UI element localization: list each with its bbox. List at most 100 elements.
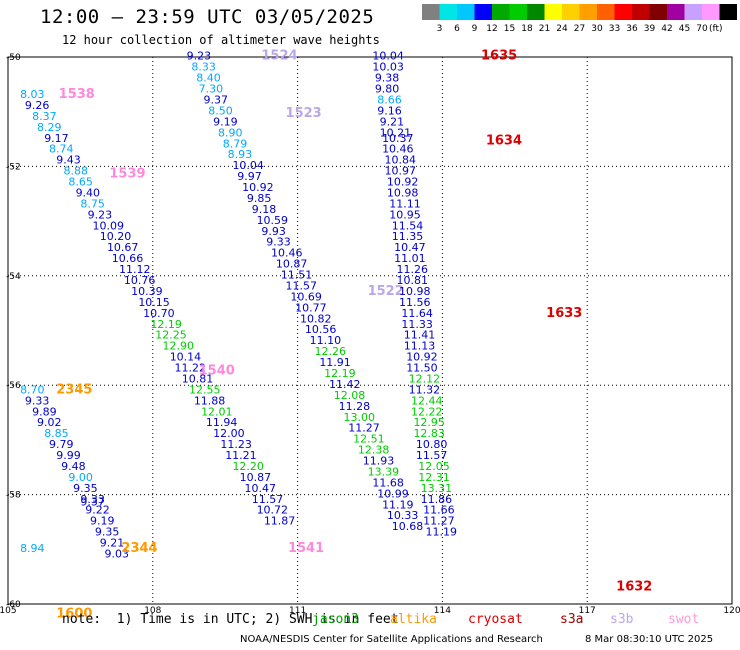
swh-point: 8.93 (228, 148, 253, 161)
y-tick-label: -54 (6, 272, 21, 282)
swh-point: 12.51 (353, 433, 385, 446)
swh-point: 10.67 (107, 241, 138, 254)
track-time-label: 1600 (56, 607, 92, 622)
colorbar-tick: 70 (696, 24, 708, 34)
colorbar-swatch (422, 4, 440, 20)
swh-point: 8.66 (377, 93, 402, 106)
swh-point: 11.19 (382, 498, 414, 511)
swh-point: 11.27 (348, 422, 380, 435)
swh-point: 10.97 (384, 165, 416, 178)
swh-point: 11.13 (404, 340, 436, 353)
swh-point: 12.44 (411, 394, 443, 407)
swh-point: 8.37 (32, 110, 57, 123)
colorbar-swatch (492, 4, 510, 20)
swh-point: 9.33 (80, 493, 105, 506)
x-tick-label: 108 (144, 606, 161, 616)
colorbar-swatch (509, 4, 527, 20)
swh-point: 9.93 (261, 225, 286, 238)
track-time-label: 1635 (481, 49, 517, 64)
swh-point: 10.70 (143, 307, 175, 320)
colorbar-tick: 15 (504, 24, 515, 34)
legend-note: note: 1) Time is in UTC; 2) SWH is in fe… (62, 612, 399, 627)
swh-point: 11.91 (319, 356, 351, 369)
swh-point: 9.99 (56, 449, 80, 462)
swh-point: 11.21 (225, 449, 257, 462)
swh-point: 10.95 (389, 208, 421, 221)
colorbar-swatch (457, 4, 475, 20)
swh-point: 10.47 (245, 482, 276, 495)
colorbar-swatch (579, 4, 597, 20)
swh-point: 12.01 (201, 405, 233, 418)
colorbar-tick: 3 (437, 24, 443, 34)
swh-point: 12.25 (155, 329, 187, 342)
swh-point: 8.03 (20, 88, 45, 101)
swh-point: 10.46 (382, 143, 414, 156)
swh-point: 10.04 (372, 50, 404, 63)
swh-point: 11.12 (119, 263, 151, 276)
swh-point: 11.32 (409, 383, 441, 396)
swh-point: 12.83 (413, 427, 445, 440)
colorbar-swatch (474, 4, 492, 20)
swh-point: 11.41 (404, 329, 436, 342)
swh-point: 12.31 (418, 471, 450, 484)
swh-point: 12.26 (314, 345, 346, 358)
swh-point: 11.28 (339, 400, 371, 413)
swh-point: 10.56 (305, 323, 337, 336)
swh-point: 11.22 (175, 362, 207, 375)
swh-point: 9.19 (213, 115, 238, 128)
swh-point: 9.89 (32, 405, 57, 418)
swh-point: 9.37 (80, 496, 105, 509)
swh-point: 12.95 (413, 416, 445, 429)
track-time-label: 2345 (56, 382, 92, 397)
swh-point: 12.12 (409, 372, 441, 385)
swh-point: 9.03 (105, 548, 129, 561)
swh-point: 10.76 (124, 274, 156, 287)
x-tick-label: 105 (0, 606, 17, 616)
x-tick-label: 111 (289, 606, 306, 616)
swh-point: 11.56 (399, 296, 431, 309)
swh-point: 11.33 (401, 318, 433, 331)
swh-point: 9.48 (61, 460, 86, 473)
swh-point: 10.82 (300, 312, 332, 325)
swh-point: 9.21 (380, 115, 405, 128)
swh-point: 12.08 (334, 389, 366, 402)
swh-point: 11.57 (286, 279, 318, 292)
colorbar-tick: 36 (626, 24, 638, 34)
swh-point: 10.87 (276, 258, 308, 271)
swh-point: 10.37 (382, 132, 414, 145)
swh-point: 8.85 (44, 427, 68, 440)
colorbar-swatch (614, 4, 632, 20)
colorbar-tick: 24 (556, 24, 568, 34)
swh-point: 11.51 (281, 269, 313, 282)
swh-point: 10.59 (257, 214, 289, 227)
swh-point: 11.10 (310, 334, 342, 347)
swh-point: 10.80 (416, 438, 448, 451)
swh-point: 10.98 (387, 186, 419, 199)
footer-credit: NOAA/NESDIS Center for Satellite Applica… (240, 634, 543, 645)
footer-timestamp: 8 Mar 08:30:10 UTC 2025 (585, 634, 714, 645)
swh-point: 11.11 (389, 197, 421, 210)
swh-point: 9.22 (85, 504, 110, 517)
plot-frame (7, 56, 733, 605)
swh-point: 11.35 (392, 230, 424, 243)
y-tick-label: -56 (6, 381, 21, 391)
swh-point: 11.01 (394, 252, 426, 265)
x-tick-label: 114 (434, 606, 451, 616)
swh-point: 11.27 (423, 515, 455, 528)
swh-point: 10.84 (384, 154, 416, 167)
swh-point: 9.16 (377, 104, 402, 117)
swh-point: 9.00 (68, 471, 93, 484)
colorbar-swatch (719, 4, 737, 20)
colorbar-swatch (684, 4, 702, 20)
swh-point: 10.09 (92, 219, 124, 232)
satellite-legend-s3b: s3b (610, 612, 634, 627)
swh-point: 8.65 (68, 176, 93, 189)
swh-point: 10.92 (406, 351, 438, 364)
track-time-label: 2344 (121, 541, 157, 556)
swh-point: 11.66 (423, 504, 455, 517)
swh-point: 11.64 (401, 307, 433, 320)
colorbar-swatch (667, 4, 685, 20)
swh-point: 10.98 (399, 285, 431, 298)
swh-point: 8.75 (80, 197, 105, 210)
track-time-label: 1633 (546, 306, 582, 321)
